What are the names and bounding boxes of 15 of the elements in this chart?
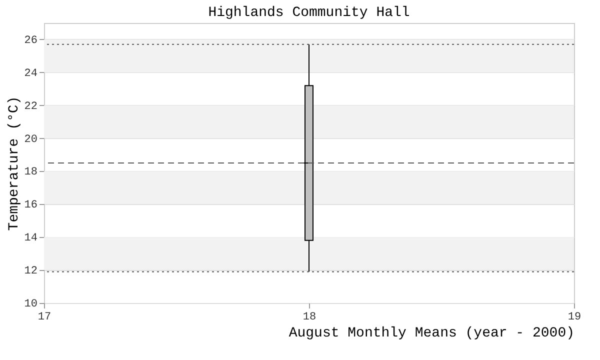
- x-tick-label: 19: [568, 312, 582, 324]
- y-axis-title: Temperature (°C): [6, 96, 22, 231]
- y-tick-label: 22: [24, 100, 38, 113]
- y-tick-label: 26: [24, 34, 38, 47]
- y-tick-label: 12: [24, 266, 38, 278]
- y-tick-label: 18: [24, 166, 38, 179]
- y-tick-label: 16: [24, 200, 38, 212]
- y-tick-label: 10: [24, 298, 38, 310]
- x-tick-label: 18: [302, 312, 316, 324]
- chart-title: Highlands Community Hall: [208, 5, 410, 21]
- y-tick-label: 20: [24, 134, 38, 146]
- y-tick-label: 24: [24, 68, 38, 80]
- x-axis-title: August Monthly Means (year - 2000): [288, 326, 574, 342]
- x-tick-label: 17: [38, 312, 52, 324]
- y-tick-label: 14: [24, 232, 38, 245]
